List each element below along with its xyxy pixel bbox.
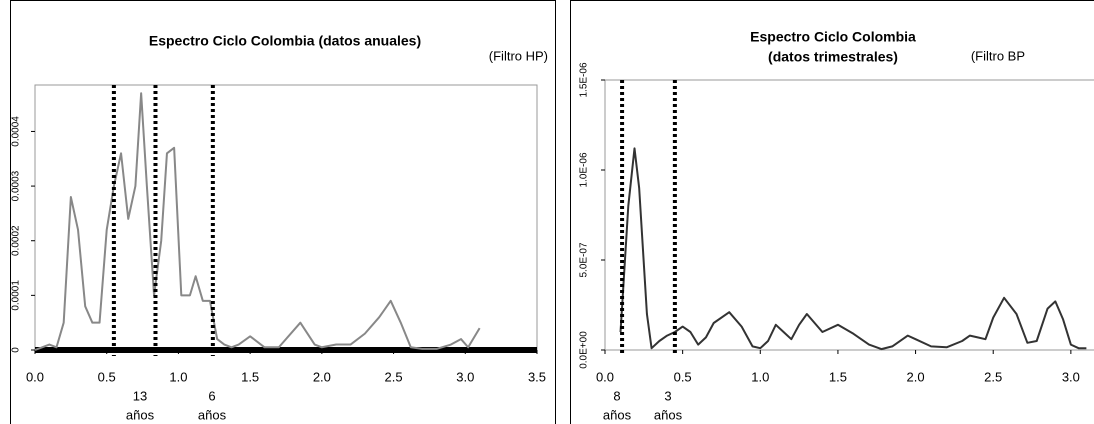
- x-tick-label: 1.0: [751, 369, 769, 384]
- x-tick-label: 0.0: [26, 369, 44, 384]
- annotation-number: 13: [133, 388, 147, 403]
- y-tick-label: 0.0004: [11, 116, 22, 147]
- annotation-unit: años: [198, 407, 227, 422]
- x-tick-label: 3.5: [528, 369, 546, 384]
- x-tick-label: 1.5: [241, 369, 259, 384]
- y-tick-label: 1.5E-06: [579, 62, 590, 97]
- plot-area: [34, 84, 538, 351]
- x-tick-label: 0.5: [98, 369, 116, 384]
- x-tick-label: 1.0: [169, 369, 187, 384]
- x-tick-label: 3.0: [456, 369, 474, 384]
- y-tick-label: 0.0003: [11, 170, 22, 201]
- x-tick-label: 2.5: [385, 369, 403, 384]
- panel-frame: [10, 0, 556, 424]
- chart-title: Espectro Ciclo Colombia: [750, 29, 916, 45]
- y-tick-label: 0.0E+00: [579, 331, 590, 369]
- annotation-number: 8: [613, 388, 620, 403]
- annotation-unit: años: [603, 407, 632, 422]
- plot-area: [604, 79, 1094, 351]
- chart-subtitle: (datos trimestrales): [768, 49, 898, 65]
- y-tick-label: 5.0E-07: [579, 242, 590, 277]
- x-tick-label: 3.0: [1062, 369, 1080, 384]
- filter-note: (Filtro BP: [971, 48, 1025, 63]
- y-tick-label: 0.0002: [11, 225, 22, 256]
- annotation-unit: años: [654, 407, 683, 422]
- annotation-unit: años: [126, 407, 155, 422]
- x-tick-label: 2.5: [984, 369, 1002, 384]
- y-tick-label: 1.0E-06: [579, 152, 590, 187]
- x-tick-label: 1.5: [829, 369, 847, 384]
- x-tick-label: 0.5: [674, 369, 692, 384]
- panel-frame: [570, 0, 1094, 424]
- filter-note: (Filtro HP): [489, 48, 548, 63]
- y-tick-label: 0: [11, 347, 22, 353]
- x-tick-label: 2.0: [907, 369, 925, 384]
- x-tick-label: 2.0: [313, 369, 331, 384]
- annotation-number: 3: [664, 388, 671, 403]
- y-tick-label: 0.0001: [11, 280, 22, 311]
- x-tick-label: 0.0: [596, 369, 614, 384]
- chart-title: Espectro Ciclo Colombia (datos anuales): [149, 33, 421, 49]
- series-line: [619, 147, 1087, 351]
- series-line: [34, 92, 481, 351]
- annotation-number: 6: [208, 388, 215, 403]
